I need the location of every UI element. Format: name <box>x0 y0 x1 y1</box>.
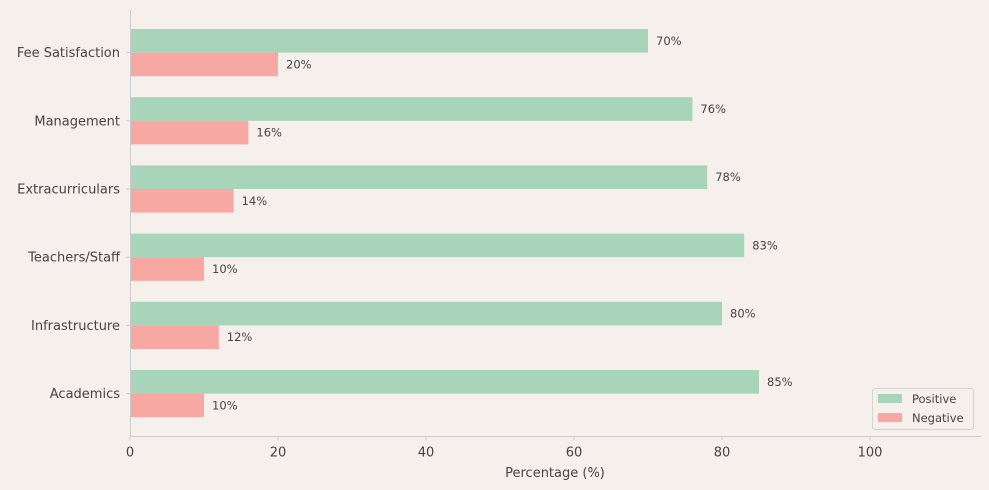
bar-negative-fee-satisfaction <box>130 52 278 77</box>
data-label-positive-extracurriculars: 78% <box>715 170 741 184</box>
data-label-positive-management: 76% <box>700 102 726 116</box>
bar-negative-management <box>130 120 249 145</box>
data-label-negative-fee-satisfaction: 20% <box>286 57 312 71</box>
x-tick-label-80: 80 <box>714 446 731 461</box>
category-label-fee-satisfaction: Fee Satisfaction <box>17 46 120 61</box>
legend-swatch-negative <box>878 413 902 422</box>
category-label-extracurriculars: Extracurriculars <box>17 183 120 198</box>
x-tick-label-60: 60 <box>566 446 583 461</box>
data-label-negative-teachers-staff: 10% <box>212 262 238 276</box>
legend-label-negative: Negative <box>912 411 964 425</box>
x-axis-title: Percentage (%) <box>505 466 605 481</box>
bar-negative-teachers-staff <box>130 257 204 281</box>
bar-positive-teachers-staff <box>130 233 745 258</box>
data-label-negative-infrastructure: 12% <box>227 330 253 344</box>
category-labels: Fee Satisfaction Management Extracurricula… <box>17 46 121 402</box>
bar-positive-infrastructure <box>130 301 722 326</box>
legend-swatch-positive <box>878 394 902 403</box>
bar-positive-academics <box>130 370 759 394</box>
legend: Positive Negative <box>872 388 974 430</box>
data-label-negative-academics: 10% <box>212 398 238 412</box>
x-tick-label-100: 100 <box>858 446 883 461</box>
ticks-layer: 0 20 40 60 80 100 <box>126 52 883 461</box>
category-label-management: Management <box>34 114 120 129</box>
category-label-academics: Academics <box>50 387 120 402</box>
data-labels: 70% 20% 76% 16% 78% 14% 83% 10% 80% 12% 85% 10% <box>212 34 793 413</box>
data-label-positive-teachers-staff: 83% <box>752 238 778 252</box>
category-label-teachers-staff: Teachers/Staff <box>27 251 121 266</box>
category-label-infrastructure: Infrastructure <box>31 319 120 334</box>
data-label-negative-extracurriculars: 14% <box>242 194 268 208</box>
bars-layer <box>130 29 759 418</box>
x-tick-label-20: 20 <box>270 446 287 461</box>
bar-positive-extracurriculars <box>130 165 708 189</box>
bar-negative-infrastructure <box>130 325 219 349</box>
data-label-negative-management: 16% <box>256 126 282 140</box>
bar-positive-fee-satisfaction <box>130 29 648 53</box>
data-label-positive-fee-satisfaction: 70% <box>656 34 682 48</box>
x-tick-label-0: 0 <box>126 446 134 461</box>
bar-positive-management <box>130 97 693 121</box>
bar-negative-extracurriculars <box>130 189 234 213</box>
data-label-positive-academics: 85% <box>767 375 793 389</box>
legend-label-positive: Positive <box>912 392 956 406</box>
bar-negative-academics <box>130 393 204 418</box>
x-tick-label-40: 40 <box>418 446 435 461</box>
data-label-positive-infrastructure: 80% <box>730 307 756 321</box>
axes-layer <box>130 10 981 437</box>
